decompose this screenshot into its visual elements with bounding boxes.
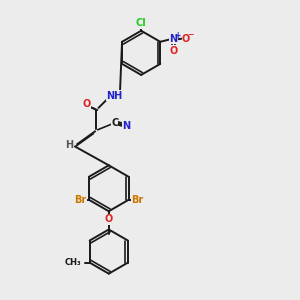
Text: O: O xyxy=(105,214,113,224)
Text: N: N xyxy=(122,121,130,130)
Text: CH₃: CH₃ xyxy=(65,258,82,267)
Text: O: O xyxy=(169,46,178,56)
Text: Br: Br xyxy=(131,195,144,205)
Text: N: N xyxy=(169,34,178,44)
Text: O: O xyxy=(82,99,91,109)
Text: C: C xyxy=(111,118,118,128)
Text: Cl: Cl xyxy=(136,18,146,28)
Text: Br: Br xyxy=(74,195,86,205)
Text: −: − xyxy=(187,31,193,40)
Text: O: O xyxy=(182,34,190,44)
Text: H: H xyxy=(66,140,74,150)
Text: +: + xyxy=(174,31,181,40)
Text: NH: NH xyxy=(106,91,123,100)
